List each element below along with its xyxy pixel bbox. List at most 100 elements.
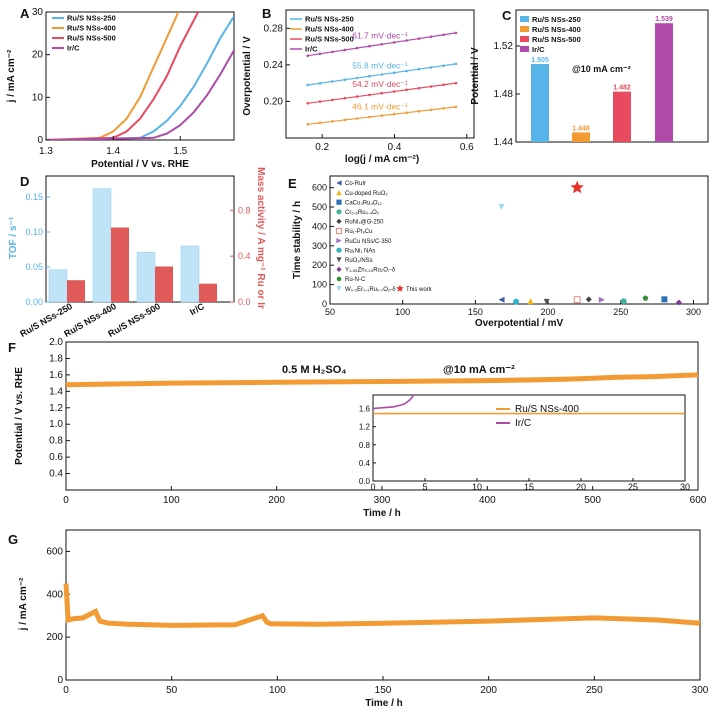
- series-line: [63, 583, 701, 628]
- y-tick-label: 300: [312, 241, 327, 251]
- x-tick-label: 400: [479, 495, 496, 506]
- x-tick-label: 25: [628, 482, 638, 492]
- plot-frame: [515, 9, 709, 143]
- data-point: [573, 296, 581, 304]
- data-point: [513, 298, 520, 305]
- data-point: [442, 107, 445, 110]
- y-tick-label: 0.28: [264, 23, 284, 34]
- legend-marker: [336, 180, 342, 186]
- y-tick-label: 0.0: [238, 297, 251, 307]
- data-point: [368, 74, 371, 78]
- data-point: [331, 120, 334, 123]
- data-point: [620, 298, 627, 305]
- legend-label: Ru/S NSs-400: [67, 24, 116, 33]
- legend-marker: [336, 218, 342, 224]
- legend-swatch: [520, 16, 529, 22]
- e-points-group: [498, 180, 682, 306]
- y-tick-label: 0.20: [264, 96, 284, 107]
- panel-label-a: A: [20, 6, 30, 21]
- y-tick-label: 0.4: [359, 459, 371, 468]
- bar-tof: [92, 188, 112, 303]
- y-tick-label: 0.05: [25, 262, 43, 272]
- plot-frame: [65, 529, 701, 681]
- data-point: [343, 48, 347, 52]
- series-line: [46, 49, 234, 140]
- data-point: [417, 37, 421, 40]
- data-point: [585, 296, 592, 303]
- y-tick-label: 1.52: [494, 41, 514, 52]
- data-point: [454, 81, 458, 85]
- f-series-group: [65, 372, 699, 388]
- x-category-label: Ir/C: [188, 301, 206, 317]
- y-tick-label: 1.4: [49, 386, 63, 397]
- legend-label: Ru/S NSs-250: [67, 14, 116, 23]
- legend: Ru/S NSs-250 Ru/S NSs-400 Ru/S NSs-500 I…: [290, 15, 354, 54]
- data-point: [306, 123, 310, 126]
- legend-label: W₀.₂Er₀.₁Ru₀.₇O₂-δ: [345, 287, 396, 293]
- legend-label: Ir/C: [532, 45, 545, 54]
- legend-marker: [336, 266, 342, 272]
- x-tick-label: 0.6: [460, 142, 474, 153]
- panel-label-f: F: [8, 340, 16, 355]
- legend-marker: [336, 276, 342, 282]
- legend-label: Ir/C: [305, 45, 318, 54]
- series-line: [46, 12, 200, 140]
- inset-frame: [372, 394, 686, 482]
- annotation: @10 mA cm⁻²: [572, 64, 631, 74]
- panel-a: A 1.3 1.4 1.5 0 10 20 30 Ru/S NSs-250 Ru/S NSs…: [6, 6, 235, 170]
- f-ticks-group: 0 100 200 300 400 500 6000.40.60.81.01.21.41.6…: [49, 337, 707, 506]
- bar-tof: [136, 252, 156, 303]
- legend-label: Ru/S NSs-500: [305, 35, 354, 44]
- bar: [655, 23, 673, 143]
- slope-annotation: 46.1 mV·dec⁻¹: [352, 102, 408, 112]
- legend-marker: [336, 199, 342, 205]
- x-tick-label: 200: [541, 307, 556, 317]
- data-point: [392, 90, 396, 93]
- x-tick-label: 10: [472, 482, 482, 492]
- bar-tof: [48, 269, 68, 303]
- c-ticks-group: 1.44 1.48 1.52: [494, 41, 520, 148]
- slope-annotation: 55.8 mV·dec⁻¹: [352, 60, 408, 70]
- data-point: [368, 115, 371, 119]
- plot-frame: [329, 175, 709, 305]
- data-point: [331, 80, 334, 83]
- legend-label: Ru/S NSs-250: [305, 15, 354, 24]
- y-tick-label: 1.0: [49, 419, 63, 430]
- legend-label: Cr₀.₆Ru₀.₄O₂: [345, 210, 380, 216]
- data-point: [331, 50, 334, 54]
- x-axis-label: Time / h: [363, 508, 401, 519]
- data-point: [442, 64, 445, 67]
- panel-label-b: B: [262, 6, 271, 21]
- legend-swatch: [520, 46, 529, 52]
- x-axis-label: Time / h: [365, 698, 403, 709]
- legend-label: Ir/C: [67, 44, 80, 53]
- bar: [531, 64, 549, 142]
- x-tick-label: 100: [269, 685, 286, 696]
- slope-annotation: 61.7 mV·dec⁻¹: [352, 30, 408, 40]
- inset-series-group: [373, 395, 685, 415]
- legend-label: Ir/C: [515, 418, 531, 429]
- y-tick-label: 0: [57, 675, 63, 686]
- data-point: [417, 86, 421, 90]
- b-series-group: 55.8 mV·dec⁻¹ 46.1 mV·dec⁻¹ 54.2 mV·dec⁻¹ 6…: [306, 30, 458, 126]
- y-tick-label: 1.6: [359, 405, 371, 414]
- data-point: [498, 296, 505, 303]
- data-point: [642, 295, 649, 301]
- y-tick-label: 10: [32, 92, 44, 103]
- data-point: [343, 118, 347, 122]
- x-tick-label: 0.4: [388, 142, 402, 153]
- legend-label: Ru₁-Pt₃Cu: [345, 229, 372, 235]
- y-axis-label: Overpotential / V: [242, 36, 253, 116]
- data-point: [380, 73, 384, 76]
- legend-label: Co-RuIr: [345, 181, 366, 187]
- y-tick-label: 0.8: [359, 441, 371, 450]
- panel-label-d: D: [20, 174, 29, 189]
- d-ticks-group: 0.00 0.05 0.10 0.15 0.0 0.4 0.8: [25, 192, 250, 307]
- y-axis-label: TOF / s⁻¹: [8, 216, 19, 259]
- data-point: [429, 35, 433, 38]
- y-axis-label: Potential / V vs. RHE: [14, 367, 25, 465]
- data-point: [527, 298, 534, 305]
